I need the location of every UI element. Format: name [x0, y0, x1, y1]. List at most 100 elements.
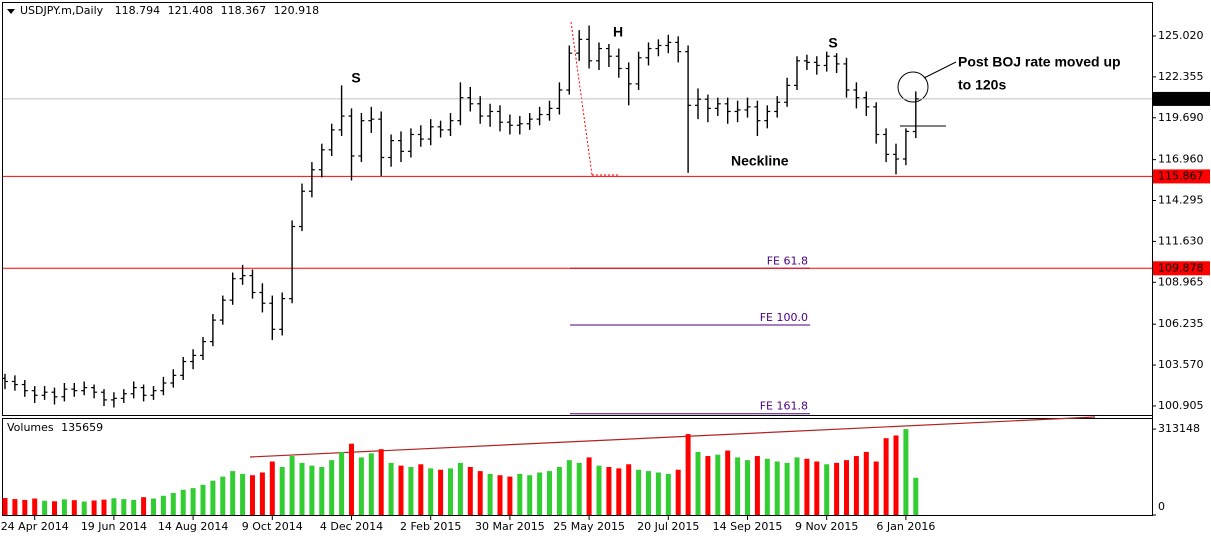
volume-tick-label: 0 — [1158, 500, 1165, 513]
volume-bar — [606, 467, 612, 515]
volume-bar — [22, 499, 28, 515]
x-tick-label: 14 Sep 2015 — [713, 520, 783, 533]
x-tick-label: 2 Feb 2015 — [400, 520, 461, 533]
volume-bar — [32, 498, 38, 515]
volume-bar — [457, 462, 463, 515]
volume-bar — [42, 500, 48, 515]
volume-bar — [91, 500, 97, 515]
volume-bar — [101, 499, 107, 515]
volume-bar — [883, 438, 889, 515]
pointer-line — [923, 61, 957, 79]
volume-bar — [61, 499, 67, 515]
volume-bar — [250, 475, 255, 515]
volume-bar — [784, 462, 790, 515]
level-box — [1153, 169, 1210, 184]
volume-bar — [388, 462, 394, 515]
volume-bar — [547, 471, 552, 515]
volume-bar — [2, 497, 8, 515]
x-tick-label: 6 Jan 2016 — [876, 520, 935, 533]
volume-bar — [319, 467, 325, 515]
volume-bar — [646, 471, 651, 515]
volume-bar — [487, 473, 493, 515]
volume-bar — [52, 501, 57, 515]
x-tick-label: 14 Aug 2014 — [158, 520, 228, 533]
volume-bar — [131, 499, 137, 515]
volume-bar — [448, 468, 453, 515]
y-tick-label: 119.690 — [1158, 111, 1204, 124]
volume-bar — [893, 435, 899, 515]
volume-current: 135659 — [61, 421, 103, 434]
x-tick-label: 30 Mar 2015 — [475, 520, 545, 533]
volume-bar — [190, 488, 196, 515]
volume-bar — [735, 457, 741, 515]
volume-bar — [616, 468, 622, 515]
volume-bar — [71, 500, 77, 515]
volume-bar — [170, 493, 176, 515]
x-tick-label: 20 Jul 2015 — [637, 520, 699, 533]
volume-bar — [576, 462, 582, 515]
volume-bar — [814, 461, 820, 515]
header-open: 118.794 — [115, 4, 161, 17]
volume-bar — [438, 469, 444, 515]
volume-bar — [705, 456, 711, 515]
level-box — [1153, 261, 1210, 276]
volume-bar — [507, 476, 513, 515]
volume-bar — [527, 475, 533, 515]
volume-bar — [368, 453, 374, 515]
volume-bar — [477, 471, 483, 515]
volume-bar — [220, 476, 226, 515]
volume-bar — [566, 460, 572, 515]
header-close: 120.918 — [274, 4, 320, 17]
volume-label: Volumes — [7, 421, 54, 434]
volume-bar — [279, 467, 285, 515]
y-tick-label: 103.570 — [1158, 358, 1204, 371]
fib-label: FE 61.8 — [767, 254, 808, 267]
volume-bar — [398, 465, 404, 515]
right-shoulder: S — [828, 35, 837, 51]
volume-bar — [428, 468, 434, 515]
volume-bar — [913, 477, 919, 515]
y-tick-label: 106.235 — [1158, 317, 1204, 330]
volume-bar — [745, 460, 750, 515]
volume-bar — [695, 451, 701, 515]
volume-bar — [121, 499, 127, 515]
volume-bar — [358, 457, 364, 515]
header-high: 121.408 — [168, 4, 214, 17]
volume-bar — [12, 499, 18, 515]
y-tick-label: 122.355 — [1158, 70, 1204, 83]
note-line: Post BOJ rate moved up — [958, 54, 1121, 70]
left-shoulder: S — [351, 70, 360, 86]
x-tick-label: 9 Nov 2015 — [795, 520, 858, 533]
volume-bar — [586, 457, 592, 515]
y-tick-label: 116.960 — [1158, 153, 1204, 166]
x-tick-label: 19 Jun 2014 — [81, 520, 147, 533]
current-price-box — [1153, 91, 1210, 106]
volume-bar — [141, 497, 147, 515]
volume-bar — [230, 471, 236, 515]
x-tick-label: 24 Apr 2014 — [1, 520, 69, 533]
volume-bar — [675, 469, 681, 515]
volume-bar — [329, 460, 335, 515]
title: USDJPY.m,Daily — [20, 4, 104, 17]
level-label: 109.878 — [1158, 261, 1204, 274]
volume-bar — [210, 480, 216, 515]
volume-bar — [794, 457, 800, 515]
volume-bar — [259, 472, 265, 515]
volume-bar — [774, 461, 780, 515]
volume-bar — [863, 451, 869, 515]
volume-bar — [269, 461, 275, 515]
fib-label: FE 100.0 — [760, 311, 808, 324]
fib-label: FE 161.8 — [760, 400, 808, 413]
volume-bar — [665, 473, 671, 515]
header-low: 118.367 — [221, 4, 267, 17]
volume-bar — [824, 464, 830, 515]
chart-title: USDJPY.m,Daily 118.794 121.408 118.367 1… — [20, 4, 319, 17]
volume-bar — [200, 484, 206, 515]
volume-bar — [804, 458, 810, 515]
volume-bar — [151, 498, 156, 515]
volume-bar — [537, 472, 543, 515]
volume-bar — [517, 473, 523, 515]
volume-bar — [754, 456, 760, 515]
volume-bar — [844, 460, 849, 515]
